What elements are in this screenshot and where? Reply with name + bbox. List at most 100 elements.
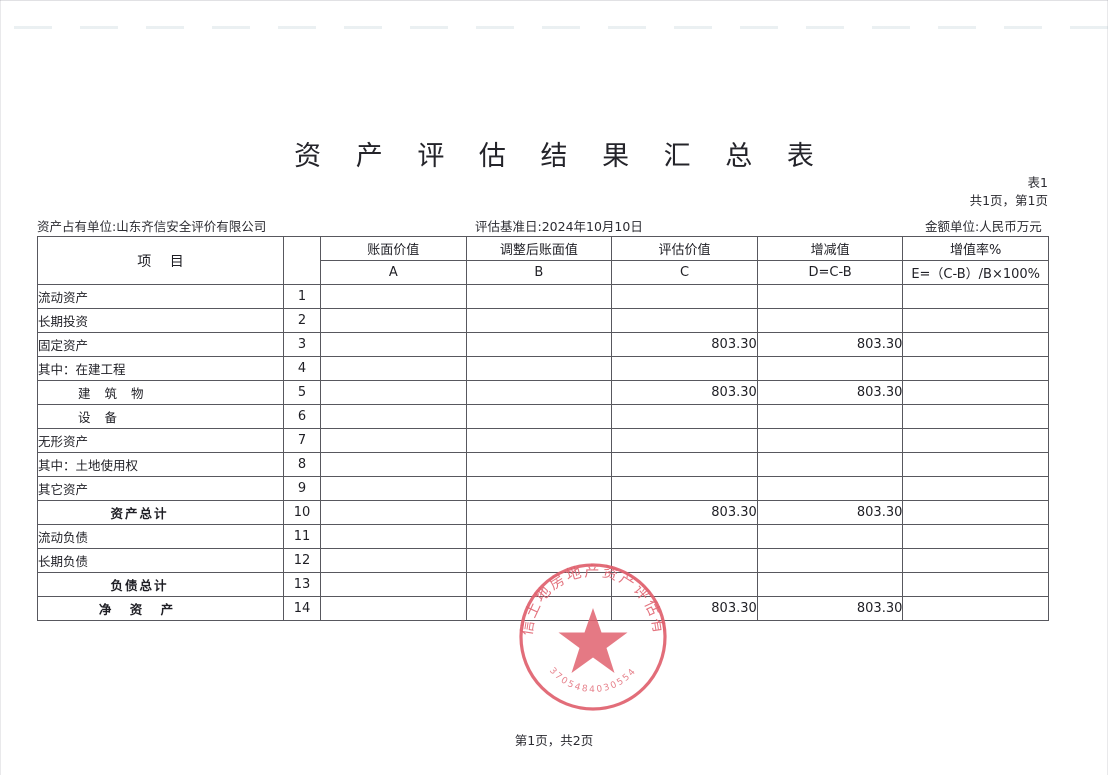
cell-a (320, 404, 467, 429)
cell-c: 803.30 (611, 332, 758, 357)
cell-c (611, 428, 758, 453)
table-row: 资产总计 10 803.30 803.30 (37, 500, 1049, 525)
row-item-label: 设 备 (37, 404, 284, 429)
cell-a (320, 428, 467, 453)
cell-d (756, 284, 904, 309)
cell-e (902, 356, 1049, 381)
column-header-4: 增值率% (902, 236, 1049, 261)
cell-e (902, 596, 1049, 621)
cell-c (611, 284, 758, 309)
cell-e (902, 500, 1049, 525)
table-row: 流动负债 11 (37, 524, 1049, 549)
cell-b (465, 572, 613, 597)
row-item-label: 其中：在建工程 (37, 356, 284, 381)
table-row: 长期投资 2 (37, 308, 1049, 333)
cell-b (465, 500, 613, 525)
column-header-1: 调整后账面值 (465, 236, 613, 261)
valuation-base-date-label: 评估基准日:2024年10月10日 (475, 219, 643, 234)
row-item-label: 流动负债 (37, 524, 284, 549)
row-number: 14 (283, 596, 321, 621)
column-header-3: 增减值 (756, 236, 904, 261)
table-row: 净 资 产 14 803.30 803.30 (37, 596, 1049, 621)
row-number: 12 (283, 548, 321, 573)
cell-e (902, 428, 1049, 453)
cell-d (756, 452, 904, 477)
cell-a (320, 500, 467, 525)
cell-b (465, 596, 613, 621)
cell-a (320, 548, 467, 573)
row-number: 11 (283, 524, 321, 549)
cell-b (465, 308, 613, 333)
cell-a (320, 380, 467, 405)
table-row: 负债总计 13 (37, 572, 1049, 597)
table-row: 长期负债 12 (37, 548, 1049, 573)
cell-b (465, 332, 613, 357)
table-row: 流动资产 1 (37, 284, 1049, 309)
page-count-label: 共1页，第1页 (969, 193, 1048, 208)
row-item-label: 建 筑 物 (37, 380, 284, 405)
cell-a (320, 332, 467, 357)
cell-e (902, 452, 1049, 477)
table-header-row-names: 项 目 账面价值 调整后账面值 评估价值 增减值 增值率% (37, 236, 1049, 285)
cell-d (756, 476, 904, 501)
row-number: 5 (283, 380, 321, 405)
cell-b (465, 356, 613, 381)
table-row: 其它资产 9 (37, 476, 1049, 501)
row-number: 2 (283, 308, 321, 333)
cell-c (611, 452, 758, 477)
cell-d: 803.30 (756, 500, 904, 525)
cell-b (465, 548, 613, 573)
scan-edge-left (0, 0, 1, 775)
cell-e (902, 380, 1049, 405)
cell-a (320, 356, 467, 381)
column-header-2: 评估价值 (611, 236, 758, 261)
cell-c (611, 572, 758, 597)
cell-b (465, 452, 613, 477)
row-number: 8 (283, 452, 321, 477)
cell-c (611, 524, 758, 549)
row-item-label: 其它资产 (37, 476, 284, 501)
asset-valuation-summary-table: 项 目账面价值 调整后账面值 评估价值 增减值 增值率% A B C D=C-B E=（C-B）/… (37, 236, 1049, 621)
row-item-label: 长期负债 (37, 548, 284, 573)
document-info-row: 资产占有单位:山东齐信安全评价有限公司 评估基准日:2024年10月10日 金额… (37, 216, 1048, 234)
row-item-label: 其中：土地使用权 (37, 452, 284, 477)
row-number: 10 (283, 500, 321, 525)
row-item-label: 资产总计 (37, 500, 284, 525)
row-number: 7 (283, 428, 321, 453)
row-number: 1 (283, 284, 321, 309)
row-number: 9 (283, 476, 321, 501)
cell-a (320, 308, 467, 333)
cell-a (320, 284, 467, 309)
scan-artifact-band (0, 26, 1108, 29)
cell-d (756, 548, 904, 573)
page-title: 资 产 评 估 结 果 汇 总 表 (294, 141, 827, 172)
table-row: 无形资产 7 (37, 428, 1049, 453)
cell-c (611, 356, 758, 381)
cell-b (465, 380, 613, 405)
cell-a (320, 596, 467, 621)
cell-e (902, 308, 1049, 333)
currency-unit-label: 金额单位:人民币万元 (925, 219, 1042, 234)
cell-a (320, 476, 467, 501)
row-number: 3 (283, 332, 321, 357)
table-number-label: 表1 (1027, 175, 1048, 190)
row-item-label: 流动资产 (37, 284, 284, 309)
row-item-label: 负债总计 (37, 572, 284, 597)
column-code-2: C (611, 260, 758, 285)
row-item-label: 固定资产 (37, 332, 284, 357)
cell-a (320, 572, 467, 597)
asset-owner-label: 资产占有单位:山东齐信安全评价有限公司 (37, 219, 267, 234)
table-row: 建 筑 物 5 803.30 803.30 (37, 380, 1049, 405)
cell-c: 803.30 (611, 500, 758, 525)
cell-d (756, 356, 904, 381)
cell-b (465, 428, 613, 453)
scan-edge-top (0, 0, 1108, 1)
row-number: 6 (283, 404, 321, 429)
svg-text:3705484030554: 3705484030554 (547, 666, 639, 695)
cell-b (465, 476, 613, 501)
cell-d (756, 308, 904, 333)
column-code-4: E=（C-B）/B×100% (902, 260, 1049, 285)
cell-d: 803.30 (756, 332, 904, 357)
